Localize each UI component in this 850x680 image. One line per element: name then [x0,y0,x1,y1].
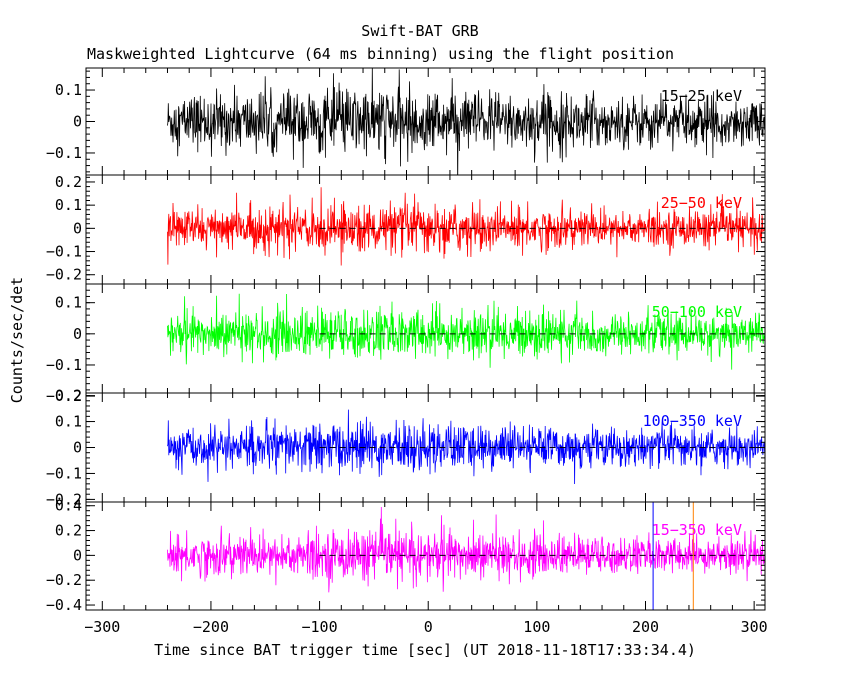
y-tick-label: 0 [73,325,82,343]
y-tick-label: 0.1 [55,294,82,312]
y-tick-label: −0.2 [46,490,82,508]
y-tick-label: 0.4 [55,497,82,515]
x-tick-label: −100 [302,618,338,636]
x-tick-label: 100 [523,618,550,636]
y-tick-label: −0.4 [46,596,82,614]
y-tick-label: 0.1 [55,196,82,214]
series-line-3 [167,409,765,485]
panel-4: 0.4 0.2 0 −0.2 −0.4 15−350 keV [46,497,766,614]
y-tick-label: −0.1 [46,356,82,374]
series-line-1 [167,187,765,266]
series-label-4: 15−350 keV [652,521,742,539]
panel-0: 0.1 0 −0.1 15−25 keV [46,67,766,176]
y-axis-label: Counts/sec/det [8,277,26,403]
series-label-3: 100−350 keV [643,412,742,430]
y-tick-label: −0.1 [46,243,82,261]
x-tick-label: −300 [84,618,120,636]
panel-frame [85,501,766,611]
panel-2: 0.1 0 −0.1 −0.2 50−100 keV [46,283,766,405]
panel-3: 0.2 0.1 0 −0.1 −0.2 100−350 keV [46,387,766,508]
y-tick-label: 0 [73,113,82,131]
series-line-2 [167,293,765,370]
panel-1: 0.2 0.1 0 −0.1 −0.2 25−50 keV [46,173,766,285]
y-tick-label: −0.2 [46,571,82,589]
x-tick-label: 300 [741,618,768,636]
series-label-1: 25−50 keV [661,194,742,212]
x-axis-label: Time since BAT trigger time [sec] (UT 20… [154,641,696,659]
x-tick-label: 0 [424,618,433,636]
y-tick-label: 0.1 [55,413,82,431]
y-tick-label: −0.1 [46,464,82,482]
y-tick-label: 0.2 [55,522,82,540]
chart-title: Swift-BAT GRB [361,22,478,40]
series-label-2: 50−100 keV [652,303,742,321]
y-tick-label: −0.2 [46,387,82,405]
y-tick-label: 0.2 [55,387,82,405]
y-tick-label: −0.1 [46,144,82,162]
y-tick-label: 0.2 [55,173,82,191]
y-tick-label: 0.1 [55,81,82,99]
x-tick-label: −200 [193,618,229,636]
chart-subtitle: Maskweighted Lightcurve (64 ms binning) … [87,45,674,63]
series-line-0 [167,68,765,175]
series-label-0: 15−25 keV [661,87,742,105]
y-tick-label: 0 [73,546,82,564]
y-tick-label: 0 [73,439,82,457]
y-tick-label: −0.2 [46,266,82,284]
series-line-4 [167,506,765,593]
x-tick-labels: −300 −200 −100 0 100 200 300 [84,618,767,636]
panels-group: 0.1 0 −0.1 15−25 keV 0.2 0.1 0 −0.1 −0.2 25−50 ke… [46,67,766,614]
x-tick-label: 200 [632,618,659,636]
y-tick-label: 0 [73,219,82,237]
